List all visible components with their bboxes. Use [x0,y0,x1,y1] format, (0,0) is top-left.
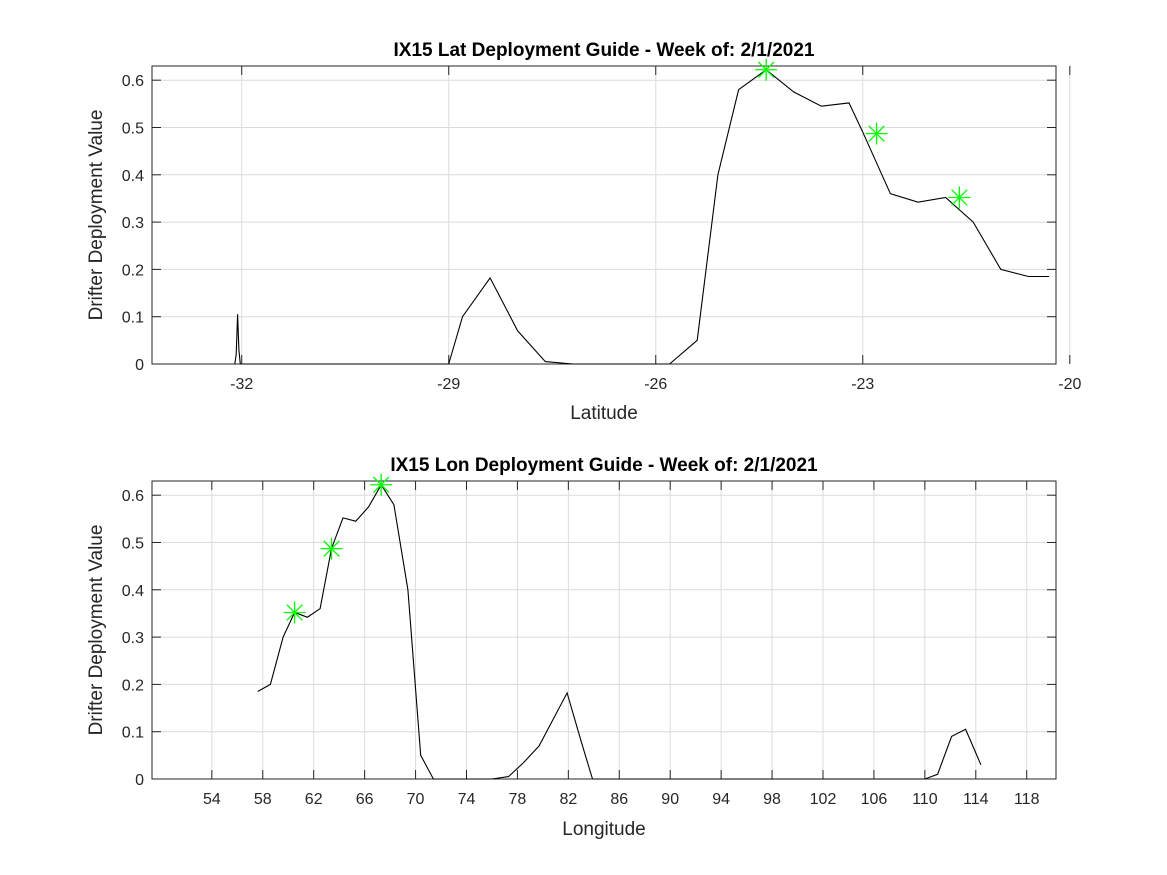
lat-y-axis-label: Drifter Deployment Value [86,110,107,321]
lat-chart-title: IX15 Lat Deployment Guide - Week of: 2/1… [394,40,815,61]
lon-y-tick-label: 0.4 [122,583,144,600]
lon-x-tick-label: 82 [559,791,577,808]
lon-markers [283,473,393,624]
lon-x-tick-label: 74 [458,791,476,808]
lon-x-tick-label: 114 [963,791,989,808]
lon-x-tick-label: 90 [661,791,679,808]
lat-series [234,69,1050,365]
lat-x-axis-label: Latitude [570,403,638,424]
lon-ticks: 54 58 62 66 70 74 78 82 86 90 94 98 102 106 110 114 118 0… [122,481,1056,808]
lat-y-tick-label: 0.2 [122,262,144,279]
lon-x-tick-label: 102 [810,791,837,808]
lat-x-tick-label: -29 [437,376,460,393]
lat-asterisk-marker [865,122,888,145]
lon-x-tick-label: 62 [305,791,323,808]
lon-x-tick-label: 78 [509,791,527,808]
lat-y-tick-label: 0.6 [122,73,144,90]
lat-y-tick-label: 0.3 [122,215,144,232]
lat-y-tick-label: 0.5 [122,120,144,137]
lon-series [257,483,982,780]
lon-y-tick-label: 0.6 [122,488,144,505]
lat-y-tick-label: 0 [135,357,144,374]
lat-x-tick-label: -32 [230,376,253,393]
lon-x-tick-label: 70 [407,791,425,808]
lon-x-tick-label: 110 [912,791,938,808]
lon-x-tick-label: 106 [861,791,888,808]
lon-x-tick-label: 54 [203,791,221,808]
lat-x-tick-label: -23 [851,376,874,393]
lon-x-tick-label: 66 [356,791,374,808]
lon-asterisk-marker [320,537,343,560]
lon-y-tick-label: 0.3 [122,630,144,647]
lon-series-line [257,483,982,780]
lon-y-tick-label: 0.2 [122,677,144,694]
lat-y-tick-label: 0.1 [122,310,144,327]
lon-y-tick-label: 0.5 [122,535,144,552]
lon-asterisk-marker [283,601,306,624]
lon-y-tick-label: 0 [135,772,144,789]
lon-y-tick-label: 0.1 [122,725,144,742]
lat-markers [755,58,971,209]
lat-x-tick-label: -26 [644,376,667,393]
lon-x-tick-label: 58 [254,791,272,808]
lat-y-tick-label: 0.4 [122,168,144,185]
lon-x-tick-label: 98 [763,791,781,808]
lon-x-tick-label: 118 [1014,791,1040,808]
lon-x-tick-label: 94 [712,791,730,808]
lon-chart-title: IX15 Lon Deployment Guide - Week of: 2/1… [390,455,818,476]
lon-x-tick-label: 86 [610,791,628,808]
lat-ticks: -32 -29 -26 -23 -20 0 0.1 0.2 0.3 0.4 0.5 0.6 [122,66,1081,393]
lat-asterisk-marker [755,58,778,81]
lon-asterisk-marker [370,473,393,496]
lat-asterisk-marker [948,186,971,209]
lat-chart: -32 -29 -26 -23 -20 0 0.1 0.2 0.3 0.4 0.5 0.6 IX15 … [86,40,1081,424]
lon-x-axis-label: Longitude [562,819,645,840]
lat-x-tick-label: -20 [1058,376,1081,393]
lat-series-line [234,69,1050,365]
lon-y-axis-label: Drifter Deployment Value [86,525,107,736]
lon-chart: 54 58 62 66 70 74 78 82 86 90 94 98 102 106 110 114 118 0… [86,455,1057,840]
